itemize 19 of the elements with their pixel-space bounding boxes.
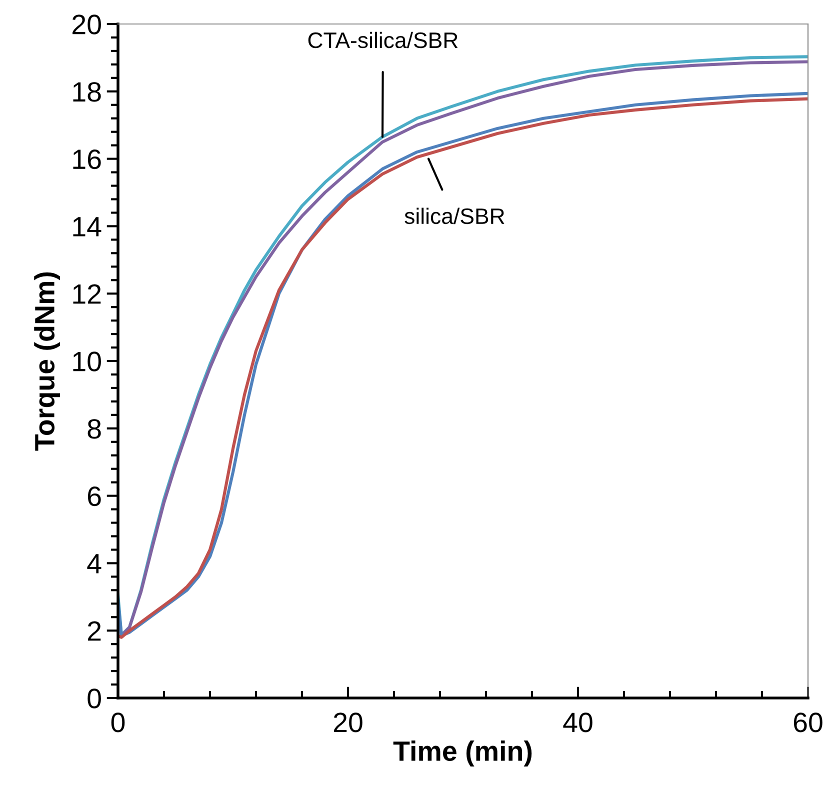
y-tick-label: 0	[88, 688, 101, 708]
y-tick-label: 6	[88, 486, 101, 506]
y-tick-label: 16	[73, 149, 101, 170]
annotation: silica/SBR	[404, 208, 504, 224]
annotation: CTA-silica/SBR	[308, 32, 458, 48]
x-tick-label: 0	[111, 712, 125, 732]
y-tick-label: 2	[88, 621, 101, 641]
x-tick-label: 20	[334, 712, 362, 732]
y-axis-title: Torque (dNm)	[34, 272, 60, 451]
x-tick-label: 40	[563, 712, 592, 732]
y-tick-label: 12	[73, 284, 101, 304]
y-tick-label: 4	[87, 554, 102, 574]
y-tick-label: 10	[73, 352, 101, 372]
y-tick-label: 18	[73, 82, 101, 102]
y-tick-label: 14	[73, 217, 102, 236]
x-tick-label: 60	[794, 712, 822, 732]
x-axis-title: Time (min)	[393, 740, 532, 766]
y-tick-label: 20	[72, 14, 101, 34]
y-tick-label: 8	[88, 419, 101, 439]
